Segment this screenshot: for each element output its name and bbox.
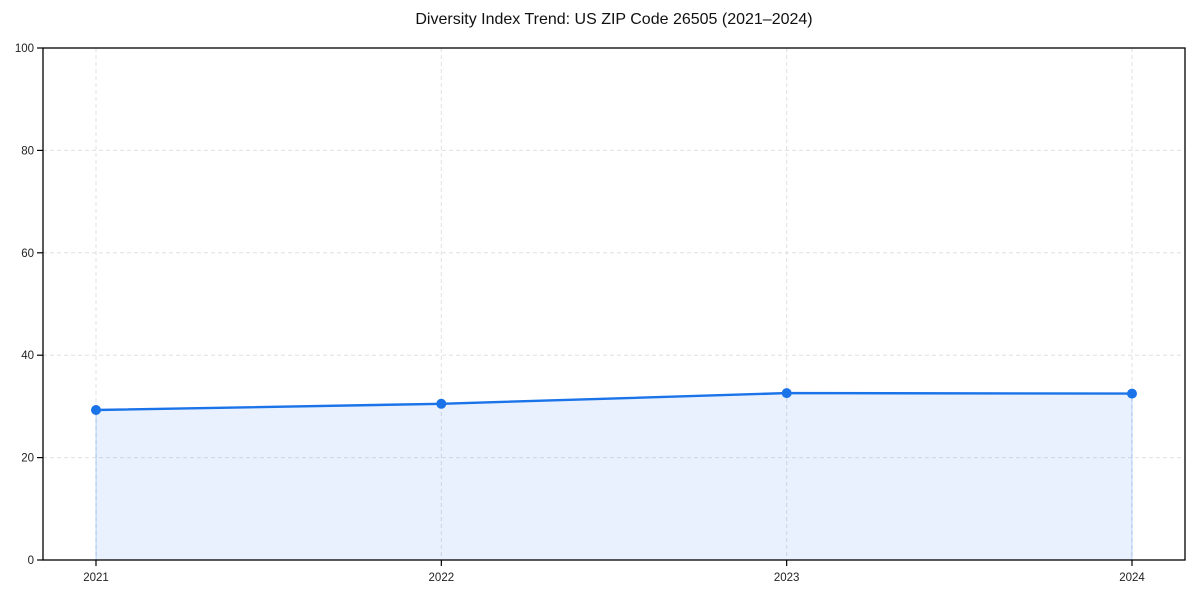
x-tick-label: 2024 [1119, 572, 1145, 584]
y-tick-label: 20 [21, 453, 34, 465]
trend-line [94, 391, 1134, 412]
x-tick-label: 2023 [774, 572, 800, 584]
y-tick-label: 40 [21, 350, 34, 362]
data-point-2021 [91, 405, 101, 415]
plot-frame [42, 47, 1186, 561]
x-tick-label: 2022 [429, 572, 455, 584]
y-tick-label: 0 [28, 555, 34, 567]
data-point-2022 [436, 398, 447, 409]
x-tick-label: 2021 [83, 572, 109, 584]
data-point-2023 [781, 388, 792, 399]
y-tick-label: 80 [21, 145, 34, 157]
data-point-2024 [1127, 388, 1137, 399]
area-fill [95, 392, 1133, 561]
y-tick-label: 100 [15, 43, 34, 55]
y-tick-label: 60 [21, 248, 34, 260]
chart-title: Diversity Index Trend: US ZIP Code 26505… [415, 11, 813, 28]
